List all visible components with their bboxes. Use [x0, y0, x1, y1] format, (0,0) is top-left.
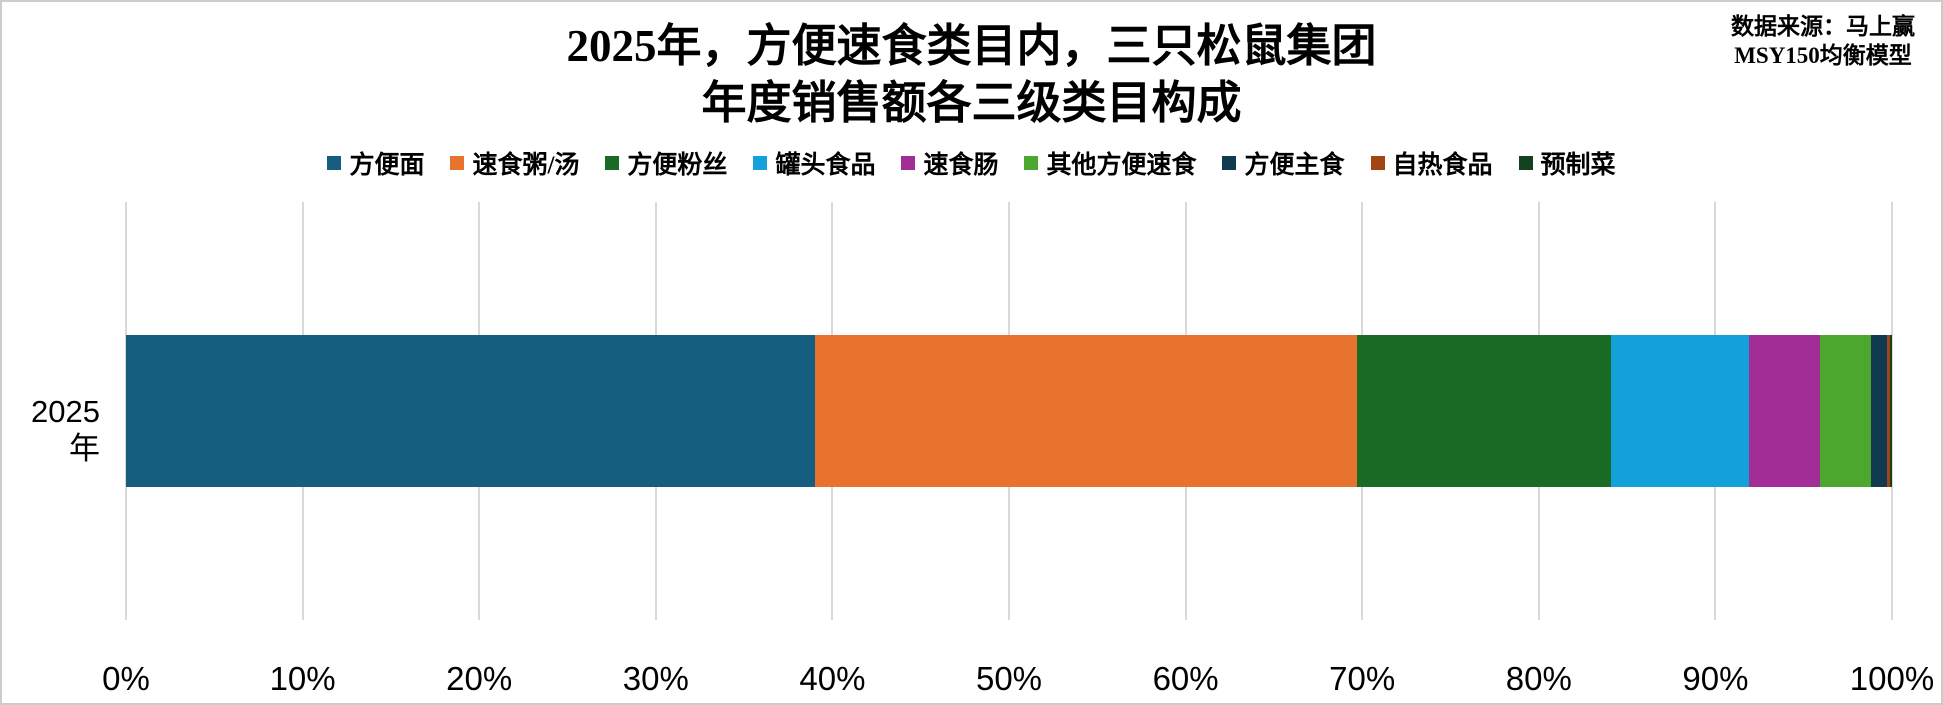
legend-swatch-icon	[1222, 156, 1237, 170]
x-axis-tick-label: 100%	[1849, 660, 1935, 697]
legend-label: 方便面	[349, 152, 425, 179]
plot-area	[125, 202, 1893, 620]
legend-item-0: 方便面	[327, 145, 424, 181]
chart-title-line1: 2025年，方便速食类目内，三只松鼠集团	[566, 21, 1377, 71]
legend-label: 预制菜	[1540, 152, 1616, 179]
x-axis-tick-label: 70%	[1329, 660, 1396, 697]
legend-swatch-icon	[327, 156, 342, 170]
x-axis-tick-label: 40%	[799, 660, 866, 697]
legend-swatch-icon	[450, 156, 465, 170]
bar-segment-4	[1748, 335, 1820, 487]
y-axis-category-label: 2025年	[31, 394, 100, 466]
x-axis-tick-label: 20%	[446, 660, 513, 697]
bar-segment-0	[126, 335, 815, 487]
data-source-line2: MSY150均衡模型	[1734, 43, 1912, 68]
legend-label: 罐头食品	[775, 152, 876, 179]
x-axis-tick-label: 80%	[1505, 660, 1572, 697]
legend-label: 方便主食	[1244, 152, 1345, 179]
legend-swatch-icon	[753, 156, 768, 170]
stacked-bar-2025	[126, 335, 1892, 487]
bar-segment-7	[1886, 335, 1891, 487]
legend-swatch-icon	[901, 156, 916, 170]
legend-item-7: 自热食品	[1370, 145, 1493, 181]
data-source-line1: 数据来源：马上赢	[1731, 14, 1915, 39]
legend-label: 自热食品	[1392, 152, 1493, 179]
x-axis-tick-label: 50%	[975, 660, 1043, 697]
legend-label: 速食肠	[923, 152, 999, 179]
bar-segment-5	[1819, 335, 1871, 487]
legend-swatch-icon	[1370, 156, 1385, 170]
legend-item-2: 方便粉丝	[605, 145, 727, 181]
legend-item-5: 其他方便速食	[1024, 145, 1196, 181]
legend-label: 方便粉丝	[627, 152, 728, 179]
bar-segment-6	[1870, 335, 1887, 487]
bar-segment-1	[814, 335, 1357, 487]
legend-item-8: 预制菜	[1518, 145, 1616, 181]
data-source-note: 数据来源：马上赢 MSY150均衡模型	[1731, 12, 1915, 70]
x-axis-tick-label: 30%	[622, 660, 689, 697]
bar-segment-3	[1611, 335, 1749, 487]
chart-title: 2025年，方便速食类目内，三只松鼠集团 年度销售额各三级类目构成	[2, 18, 1941, 132]
legend-swatch-icon	[1024, 156, 1039, 170]
legend-swatch-icon	[605, 156, 620, 170]
x-axis-tick-labels: 0% 10% 20% 30% 40% 50% 60% 70% 80% 90% 100%	[102, 660, 1934, 702]
legend-label: 速食粥/汤	[472, 152, 580, 179]
chart-legend: 方便面 速食粥/汤 方便粉丝 罐头食品 速食肠 其他方便速食 方便主食 自热食品 预制菜	[2, 145, 1941, 181]
legend-item-3: 罐头食品	[753, 145, 875, 181]
legend-item-1: 速食粥/汤	[450, 145, 579, 181]
chart-title-line2: 年度销售额各三级类目构成	[701, 78, 1242, 128]
x-axis-tick-label: 0%	[102, 660, 150, 697]
gridline	[1891, 202, 1893, 620]
legend-label: 其他方便速食	[1046, 152, 1197, 179]
x-axis-tick-label: 10%	[269, 660, 336, 697]
legend-swatch-icon	[1518, 156, 1533, 170]
x-axis-tick-label: 90%	[1682, 660, 1749, 697]
x-axis-tick-label: 60%	[1152, 660, 1219, 697]
legend-item-6: 方便主食	[1222, 145, 1345, 181]
bar-segment-2	[1356, 335, 1612, 487]
bar-segment-8	[1890, 335, 1892, 487]
legend-item-4: 速食肠	[901, 145, 998, 181]
